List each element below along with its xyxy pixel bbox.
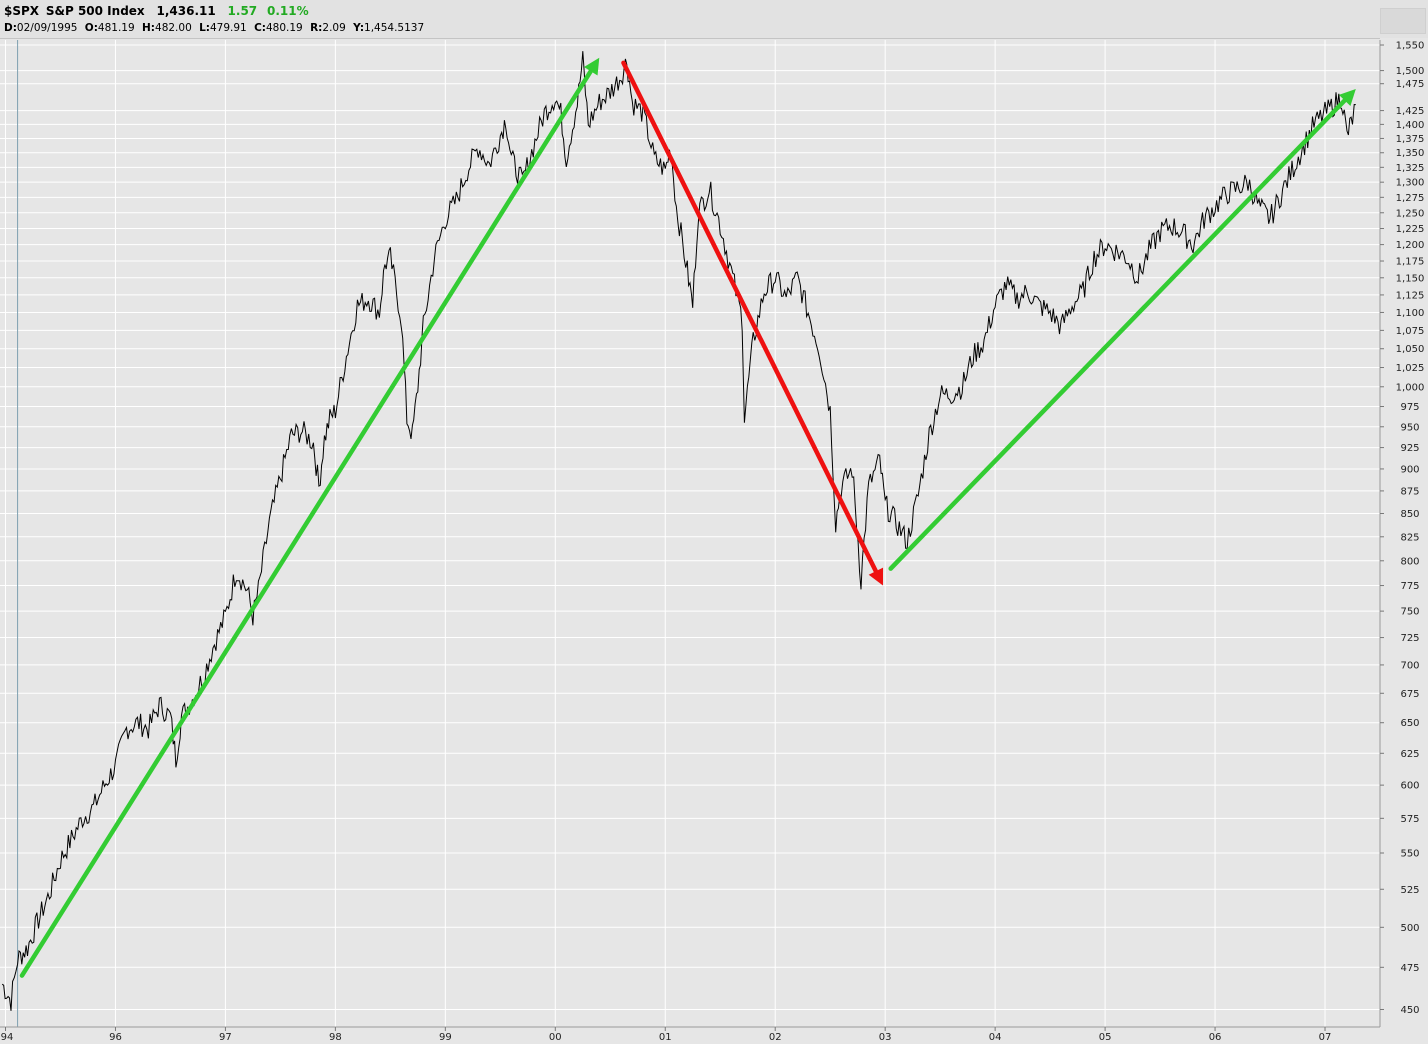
y-tick-label: 875 xyxy=(1400,486,1419,497)
y-tick-label: 1,150 xyxy=(1396,273,1425,284)
y-axis-panel xyxy=(1380,38,1428,1044)
price-line xyxy=(1,51,1356,1011)
y-tick-label: 600 xyxy=(1400,781,1419,792)
y-tick-label: 1,100 xyxy=(1396,308,1425,319)
date-value: 02/09/1995 xyxy=(16,22,78,34)
y-tick-label: 1,350 xyxy=(1396,148,1425,159)
y-tick-label: 925 xyxy=(1400,443,1419,454)
x-tick-label: 03 xyxy=(879,1032,892,1043)
y-tick-label: 625 xyxy=(1400,749,1419,760)
y-tick-label: 1,500 xyxy=(1396,66,1425,77)
y-tick-label: 1,175 xyxy=(1396,257,1425,268)
y-label: Y: xyxy=(353,22,365,34)
trend-arrow xyxy=(621,60,879,574)
index-name: S&P 500 Index xyxy=(45,4,145,18)
scroll-button[interactable] xyxy=(1380,8,1426,34)
trend-arrow-head xyxy=(1338,88,1356,107)
y-tick-label: 1,425 xyxy=(1396,106,1425,117)
x-tick-label: 00 xyxy=(549,1032,562,1043)
range-value: 2.09 xyxy=(322,22,346,34)
trend-arrow-head xyxy=(583,57,600,76)
y-tick-label: 1,475 xyxy=(1396,79,1425,90)
range-label: R: xyxy=(310,22,323,34)
y-tick-label: 1,075 xyxy=(1396,326,1425,337)
y-tick-label: 500 xyxy=(1400,923,1419,934)
title-row: $SPX S&P 500 Index 1,436.11 1.57 0.11% xyxy=(4,4,309,18)
low-label: L: xyxy=(199,22,210,34)
y-tick-label: 900 xyxy=(1400,464,1419,475)
x-tick-label: 04 xyxy=(989,1032,1002,1043)
high-value: 482.00 xyxy=(155,22,192,34)
y-tick-label: 800 xyxy=(1400,556,1419,567)
y-tick-label: 1,025 xyxy=(1396,363,1425,374)
x-tick-label: 97 xyxy=(219,1032,232,1043)
y-tick-label: 1,125 xyxy=(1396,290,1425,301)
date-label: D: xyxy=(4,22,17,34)
y-value: 1,454.5137 xyxy=(364,22,425,34)
y-tick-label: 450 xyxy=(1400,1005,1419,1016)
y-tick-label: 825 xyxy=(1400,532,1419,543)
y-tick-label: 950 xyxy=(1400,422,1419,433)
chart-header: $SPX S&P 500 Index 1,436.11 1.57 0.11% D… xyxy=(0,0,1428,39)
y-tick-label: 1,250 xyxy=(1396,208,1425,219)
y-tick-label: 1,300 xyxy=(1396,178,1425,189)
x-tick-label: 94 xyxy=(1,1032,14,1043)
low-value: 479.91 xyxy=(210,22,247,34)
trend-arrows xyxy=(19,57,1356,978)
y-tick-label: 675 xyxy=(1400,689,1419,700)
ticker-symbol: $SPX xyxy=(4,4,40,18)
y-tick-label: 850 xyxy=(1400,509,1419,520)
x-axis: 94 96 97 98 99 00 01 02 03 04 05 06 07 xyxy=(0,1026,1380,1043)
y-tick-label: 700 xyxy=(1400,660,1419,671)
price-change: 1.57 xyxy=(227,4,258,18)
y-tick-label: 975 xyxy=(1400,402,1419,413)
x-tick-label: 98 xyxy=(329,1032,342,1043)
y-tick-label: 1,325 xyxy=(1396,163,1425,174)
y-tick-label: 575 xyxy=(1400,814,1419,825)
y-tick-label: 750 xyxy=(1400,607,1419,618)
y-tick-label: 550 xyxy=(1400,848,1419,859)
y-tick-label: 1,000 xyxy=(1396,382,1425,393)
close-label: C: xyxy=(254,22,266,34)
last-price: 1,436.11 xyxy=(156,4,216,18)
x-tick-label: 96 xyxy=(109,1032,122,1043)
trend-arrow-head xyxy=(868,567,884,586)
y-tick-label: 650 xyxy=(1400,718,1419,729)
y-tick-label: 1,225 xyxy=(1396,224,1425,235)
y-tick-label: 1,375 xyxy=(1396,134,1425,145)
price-series xyxy=(1,51,1356,1011)
y-tick-label: 1,550 xyxy=(1396,41,1425,52)
y-tick-label: 775 xyxy=(1400,581,1419,592)
x-tick-label: 99 xyxy=(439,1032,452,1043)
y-tick-label: 1,050 xyxy=(1396,344,1425,355)
y-tick-label: 475 xyxy=(1400,963,1419,974)
y-tick-label: 1,400 xyxy=(1396,120,1425,131)
x-tick-label: 06 xyxy=(1209,1032,1222,1043)
grid xyxy=(0,40,1380,1027)
x-tick-label: 05 xyxy=(1099,1032,1112,1043)
x-tick-label: 01 xyxy=(659,1032,672,1043)
ohlc-readout: D:02/09/1995 O:481.19 H:482.00 L:479.91 … xyxy=(4,22,428,34)
x-tick-label: 07 xyxy=(1319,1032,1332,1043)
open-value: 481.19 xyxy=(97,22,135,34)
trend-arrow xyxy=(888,98,1347,571)
x-tick-label: 02 xyxy=(769,1032,782,1043)
high-label: H: xyxy=(142,22,156,34)
y-axis: 450 475 500 525 550 575 600 625 650 675 700 725 750 7… xyxy=(1379,38,1428,1044)
price-change-percent: 0.11% xyxy=(266,4,309,18)
y-tick-label: 1,275 xyxy=(1396,193,1425,204)
y-tick-label: 525 xyxy=(1400,885,1419,896)
y-tick-label: 1,200 xyxy=(1396,240,1425,251)
trend-arrow xyxy=(19,68,594,978)
open-label: O: xyxy=(84,22,98,34)
y-tick-label: 725 xyxy=(1400,633,1419,644)
close-value: 480.19 xyxy=(266,22,303,34)
